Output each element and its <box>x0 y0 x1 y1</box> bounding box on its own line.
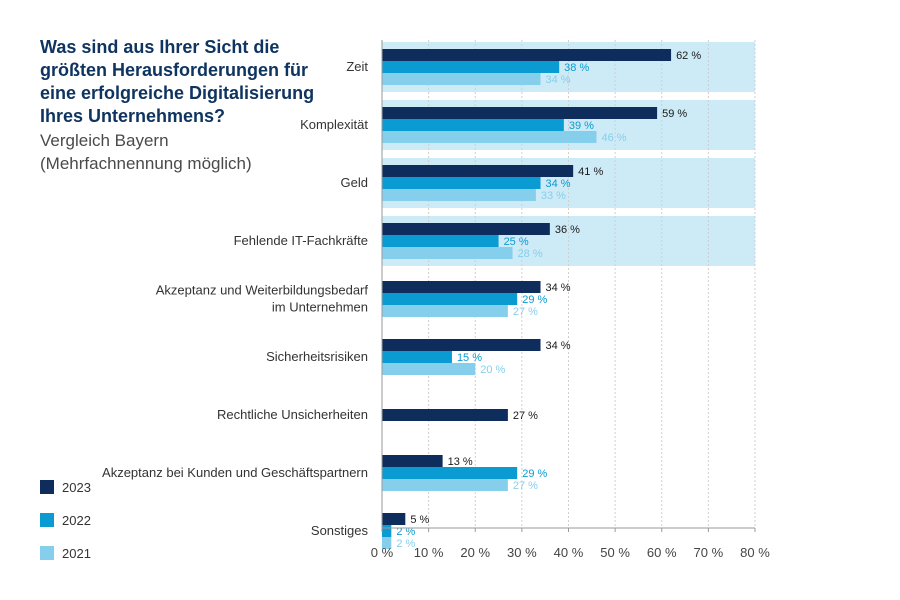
data-label-2021: 28 % <box>518 248 543 260</box>
category-label: Sicherheitsrisiken <box>266 349 368 364</box>
bar-2021 <box>382 305 508 317</box>
data-label-2021: 20 % <box>480 364 505 376</box>
data-label-2022: 2 % <box>396 526 415 538</box>
title-line: Was sind aus Ihrer Sicht die <box>40 37 280 57</box>
x-tick-label: 0 % <box>371 545 394 560</box>
data-label-2022: 29 % <box>522 294 547 306</box>
data-label-2021: 33 % <box>541 190 566 202</box>
x-tick-label: 70 % <box>694 545 724 560</box>
data-label-2023: 34 % <box>546 340 571 352</box>
x-tick-label: 20 % <box>460 545 490 560</box>
legend-label-2023: 2023 <box>62 480 91 495</box>
bar-2023 <box>382 49 672 61</box>
bar-2021 <box>382 537 392 549</box>
data-label-2021: 27 % <box>513 306 538 318</box>
title-line: größten Herausforderungen für <box>40 60 309 80</box>
bar-2022 <box>382 235 499 247</box>
data-label-2022: 39 % <box>569 120 594 132</box>
chart-subtitle: Vergleich Bayern (Mehrfachnennung möglic… <box>40 129 320 175</box>
bar-2021 <box>382 189 536 201</box>
bar-2022 <box>382 61 560 73</box>
legend-swatch-2023 <box>40 480 54 494</box>
bar-2023 <box>382 165 574 177</box>
bar-2023 <box>382 107 658 119</box>
category-label: Akzeptanz bei Kunden und Geschäftspartne… <box>102 465 368 480</box>
x-tick-label: 10 % <box>414 545 444 560</box>
data-label-2023: 41 % <box>578 166 603 178</box>
category-label: Geld <box>341 175 368 190</box>
category-label: Komplexität <box>300 117 368 132</box>
bar-2022 <box>382 119 564 131</box>
bar-2021 <box>382 479 508 491</box>
category-label: Fehlende IT-Fachkräfte <box>234 233 368 248</box>
x-tick-label: 50 % <box>600 545 630 560</box>
category-label: Akzeptanz und Weiterbildungsbedarf <box>156 283 369 298</box>
bar-2021 <box>382 73 541 85</box>
subtitle-line: (Mehrfachnennung möglich) <box>40 154 252 173</box>
data-label-2022: 38 % <box>564 62 589 74</box>
data-label-2022: 34 % <box>546 178 571 190</box>
data-label-2021: 46 % <box>601 132 626 144</box>
bar-2022 <box>382 525 392 537</box>
data-label-2023: 36 % <box>555 224 580 236</box>
legend-swatch-2021 <box>40 546 54 560</box>
category-label: Rechtliche Unsicherheiten <box>217 407 368 422</box>
bar-2022 <box>382 293 518 305</box>
legend-label-2022: 2022 <box>62 513 91 528</box>
bar-2023 <box>382 455 443 467</box>
bar-2023 <box>382 409 508 421</box>
bar-2023 <box>382 281 541 293</box>
data-label-2023: 62 % <box>676 50 701 62</box>
bar-2021 <box>382 363 476 375</box>
data-label-2023: 5 % <box>410 514 429 526</box>
category-label: Zeit <box>346 59 368 74</box>
bar-2023 <box>382 513 406 525</box>
bar-2022 <box>382 177 541 189</box>
data-label-2022: 29 % <box>522 468 547 480</box>
bar-2021 <box>382 247 513 259</box>
x-tick-label: 30 % <box>507 545 537 560</box>
bar-2023 <box>382 339 541 351</box>
data-label-2022: 15 % <box>457 352 482 364</box>
chart-title: Was sind aus Ihrer Sicht die größten Her… <box>40 36 320 128</box>
category-label: im Unternehmen <box>272 300 368 315</box>
x-tick-label: 40 % <box>554 545 584 560</box>
data-label-2023: 13 % <box>448 456 473 468</box>
bar-2023 <box>382 223 550 235</box>
data-label-2021: 27 % <box>513 480 538 492</box>
data-label-2021: 34 % <box>546 74 571 86</box>
bar-2022 <box>382 351 452 363</box>
x-tick-label: 80 % <box>740 545 770 560</box>
category-label: Sonstiges <box>311 523 369 538</box>
bar-2022 <box>382 467 518 479</box>
data-label-2023: 34 % <box>546 282 571 294</box>
data-label-2023: 59 % <box>662 108 687 120</box>
title-line: Ihres Unternehmens? <box>40 106 226 126</box>
subtitle-line: Vergleich Bayern <box>40 131 169 150</box>
legend-swatch-2022 <box>40 513 54 527</box>
title-line: eine erfolgreiche Digitalisierung <box>40 83 315 103</box>
bar-2021 <box>382 131 597 143</box>
legend-label-2021: 2021 <box>62 546 91 561</box>
data-label-2022: 25 % <box>504 236 529 248</box>
x-tick-label: 60 % <box>647 545 677 560</box>
data-label-2021: 2 % <box>396 538 415 550</box>
data-label-2023: 27 % <box>513 410 538 422</box>
